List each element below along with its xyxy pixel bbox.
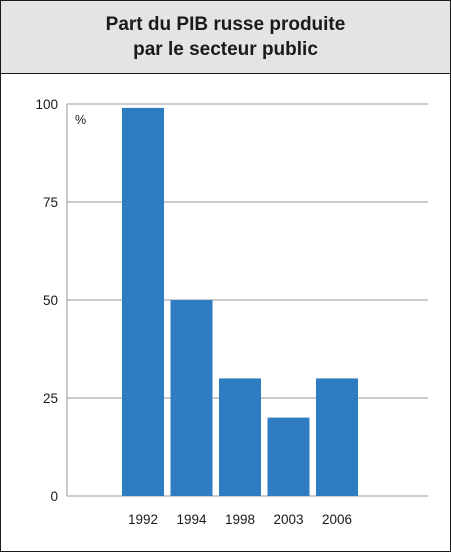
y-tick-label: 100 <box>35 97 58 112</box>
chart-title-line-1: Part du PIB russe produite <box>105 14 346 35</box>
bar-2006 <box>316 378 358 496</box>
chart-title-line-2: par le secteur public <box>133 39 318 60</box>
x-tick-label: 1994 <box>176 512 207 527</box>
chart-header: Part du PIB russe produite par le secteu… <box>1 1 450 74</box>
x-tick-label: 2003 <box>273 512 303 527</box>
bar-1992 <box>122 107 164 497</box>
y-tick-label: 0 <box>50 489 58 504</box>
x-tick-label: 2006 <box>322 512 352 527</box>
x-tick-label: 1998 <box>225 512 255 527</box>
x-tick-label: 1992 <box>128 512 158 527</box>
bar-1994 <box>170 300 213 496</box>
bar-1998 <box>219 378 261 496</box>
unit-label: % <box>75 113 86 127</box>
y-tick-label: 75 <box>43 195 58 210</box>
y-tick-label: 50 <box>43 293 58 308</box>
y-tick-label: 25 <box>43 391 58 406</box>
bar-2003 <box>267 417 310 496</box>
